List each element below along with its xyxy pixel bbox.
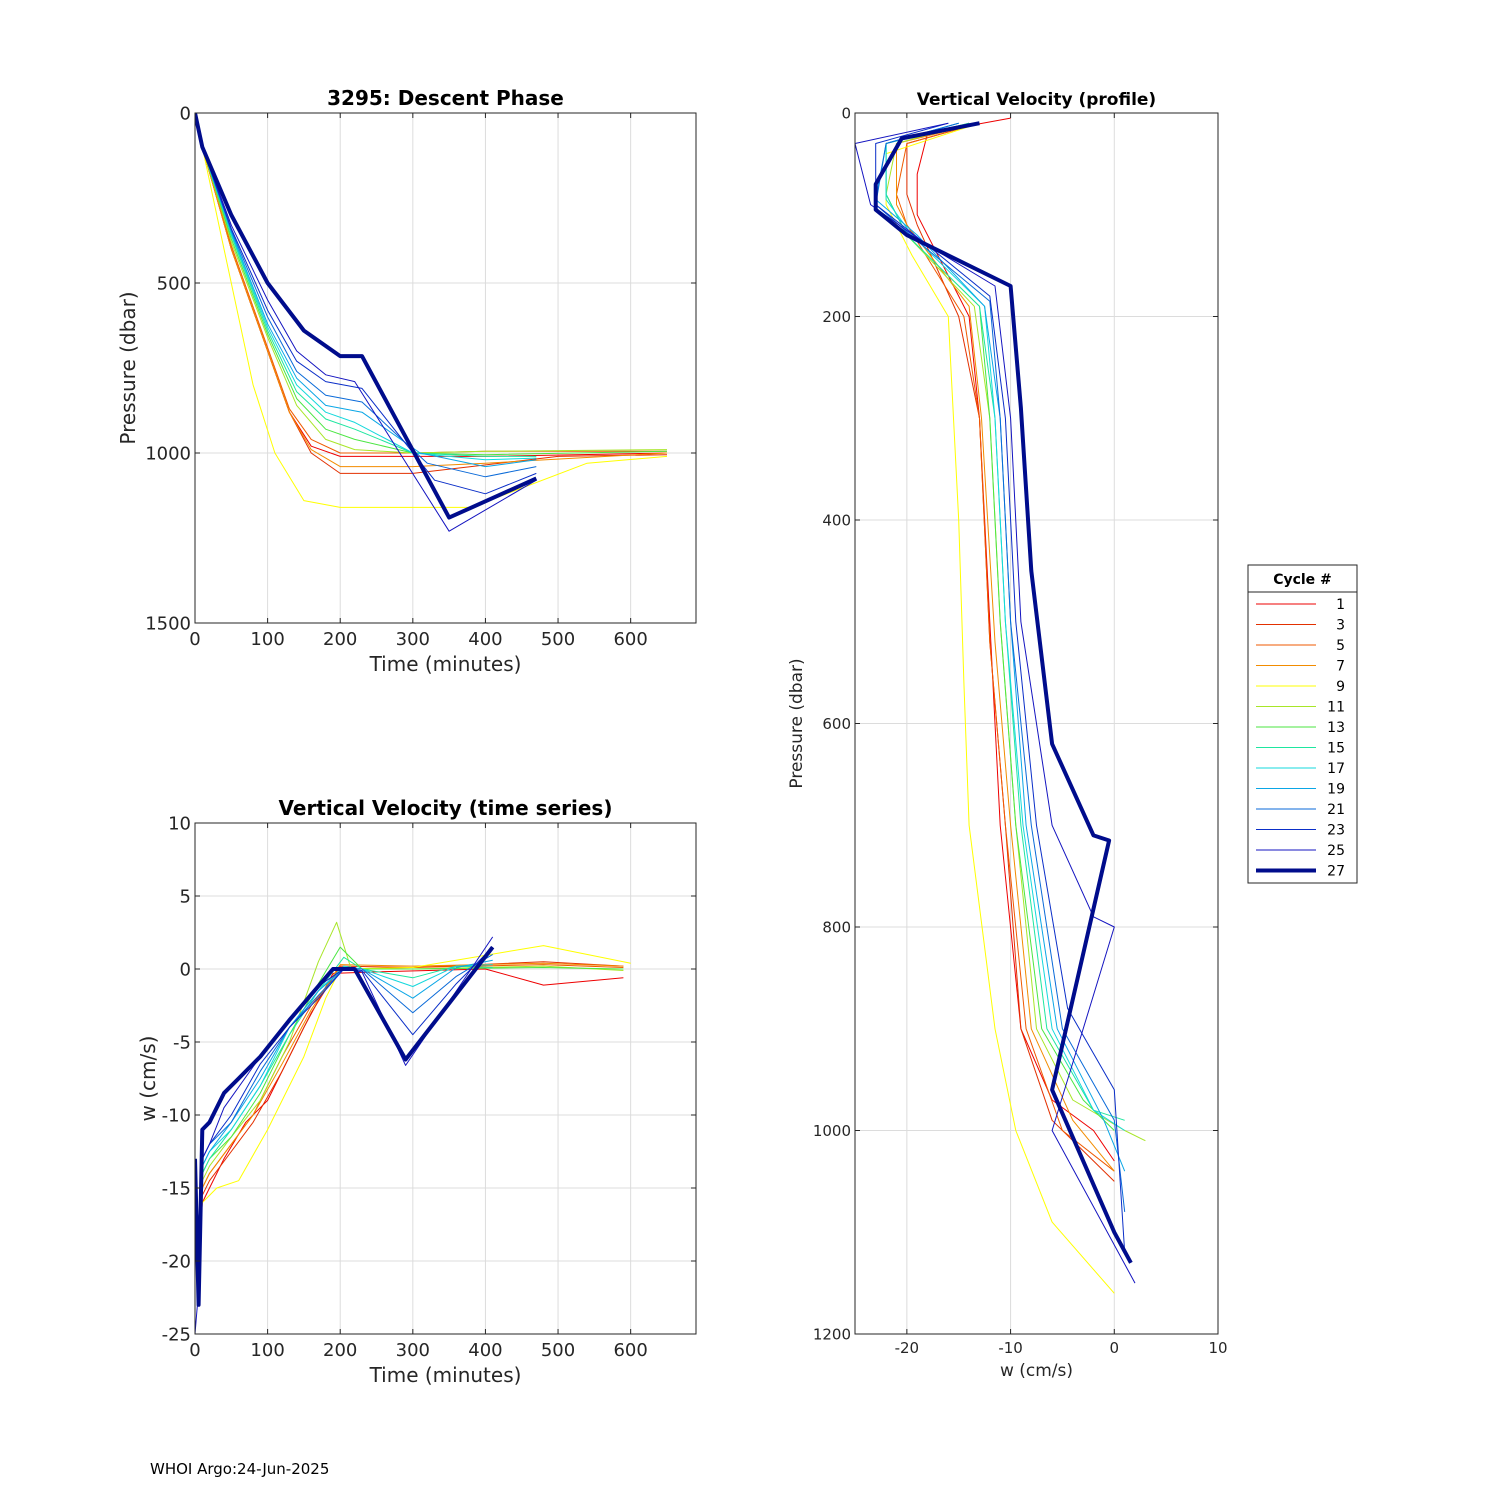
chart-vel_time: 0 100 200 300 400 500 600 -25 -20 -15 -10 -5 0 5 10 Ver… xyxy=(136,796,697,1387)
legend-label-25: 25 xyxy=(1327,843,1345,859)
x-tick-label: 0 xyxy=(189,1340,200,1361)
plot-area xyxy=(195,823,696,1334)
axes-frame xyxy=(194,112,697,624)
series-cycle-27 xyxy=(195,113,538,520)
x-axis-label: Time (minutes) xyxy=(369,1363,522,1387)
series-cycle-9 xyxy=(195,113,668,508)
legend-label-13: 13 xyxy=(1327,720,1345,736)
series-cycle-21 xyxy=(875,122,1126,1212)
y-tick-label: 5 xyxy=(180,886,191,907)
y-tick-label: 0 xyxy=(841,104,851,122)
y-tick-label: -25 xyxy=(162,1324,191,1345)
y-tick-label: 200 xyxy=(822,308,851,326)
x-tick-label: 300 xyxy=(396,629,430,650)
x-tick-label: 100 xyxy=(250,1340,284,1361)
y-tick-label: -20 xyxy=(162,1251,191,1272)
y-tick-label: 1500 xyxy=(145,613,191,634)
x-tick-label: -10 xyxy=(998,1339,1023,1357)
y-tick-label: -15 xyxy=(162,1178,191,1199)
x-tick-label: 500 xyxy=(541,629,575,650)
y-tick-label: -5 xyxy=(173,1032,191,1053)
y-tick-label: 0 xyxy=(180,959,191,980)
legend-label-17: 17 xyxy=(1327,761,1345,777)
series-cycle-23 xyxy=(195,113,537,495)
x-tick-label: 600 xyxy=(613,1340,647,1361)
x-tick-label: 600 xyxy=(613,629,647,650)
y-axis-label: Pressure (dbar) xyxy=(116,291,140,444)
chart-title: 3295: Descent Phase xyxy=(327,86,564,110)
series-cycle-27 xyxy=(195,945,495,1307)
series-cycle-7 xyxy=(896,122,1115,1172)
x-tick-label: 0 xyxy=(1110,1339,1120,1357)
y-tick-label: 10 xyxy=(168,813,191,834)
x-tick-label: 200 xyxy=(323,1340,357,1361)
axes-frame xyxy=(194,822,697,1335)
legend-label-27: 27 xyxy=(1327,864,1345,880)
x-tick-label: 0 xyxy=(189,629,200,650)
x-axis-label: Time (minutes) xyxy=(369,652,522,676)
chart-title: Vertical Velocity (profile) xyxy=(917,90,1156,110)
legend-label-9: 9 xyxy=(1336,679,1345,695)
footer-text: WHOI Argo:24-Jun-2025 xyxy=(150,1460,330,1478)
legend-label-19: 19 xyxy=(1327,782,1345,798)
series-cycle-13 xyxy=(195,113,668,456)
legend-label-1: 1 xyxy=(1336,597,1345,613)
y-tick-label: 600 xyxy=(822,715,851,733)
y-tick-label: 1000 xyxy=(145,443,191,464)
x-tick-label: 100 xyxy=(250,629,284,650)
y-tick-label: 500 xyxy=(157,273,191,294)
y-tick-label: 400 xyxy=(822,511,851,529)
legend-title: Cycle # xyxy=(1273,572,1332,588)
x-tick-label: 300 xyxy=(396,1340,430,1361)
series-cycle-5 xyxy=(896,122,1115,1172)
x-tick-label: -20 xyxy=(895,1339,920,1357)
series-cycle-7 xyxy=(195,113,668,468)
x-tick-label: 400 xyxy=(468,629,502,650)
x-tick-label: 10 xyxy=(1208,1339,1227,1357)
legend-label-7: 7 xyxy=(1336,659,1345,675)
x-tick-label: 400 xyxy=(468,1340,502,1361)
legend-label-21: 21 xyxy=(1327,802,1345,818)
y-axis-label: Pressure (dbar) xyxy=(787,658,807,788)
series-group xyxy=(855,117,1146,1294)
y-axis-label: w (cm/s) xyxy=(136,1036,160,1122)
y-tick-label: 0 xyxy=(180,103,191,124)
y-tick-label: 800 xyxy=(822,918,851,936)
legend-label-5: 5 xyxy=(1336,638,1345,654)
x-tick-label: 200 xyxy=(323,629,357,650)
series-cycle-11 xyxy=(195,113,668,454)
y-tick-label: 1200 xyxy=(813,1325,851,1343)
series-group xyxy=(195,921,631,1334)
legend-label-15: 15 xyxy=(1327,741,1345,757)
y-tick-label: 1000 xyxy=(813,1122,851,1140)
x-tick-label: 500 xyxy=(541,1340,575,1361)
y-tick-label: -10 xyxy=(162,1105,191,1126)
chart-title: Vertical Velocity (time series) xyxy=(279,796,613,820)
series-cycle-25 xyxy=(855,122,1136,1284)
plot-area xyxy=(195,113,696,623)
x-axis-label: w (cm/s) xyxy=(1000,1361,1073,1381)
legend-label-3: 3 xyxy=(1336,618,1345,634)
series-cycle-17 xyxy=(885,122,1125,1131)
legend-label-11: 11 xyxy=(1327,700,1345,716)
legend-label-23: 23 xyxy=(1327,823,1345,839)
series-cycle-27 xyxy=(873,121,1133,1264)
chart-descent: 0 100 200 300 400 500 600 0 500 1000 1500 3295: Des… xyxy=(116,86,697,676)
series-group xyxy=(195,113,668,532)
